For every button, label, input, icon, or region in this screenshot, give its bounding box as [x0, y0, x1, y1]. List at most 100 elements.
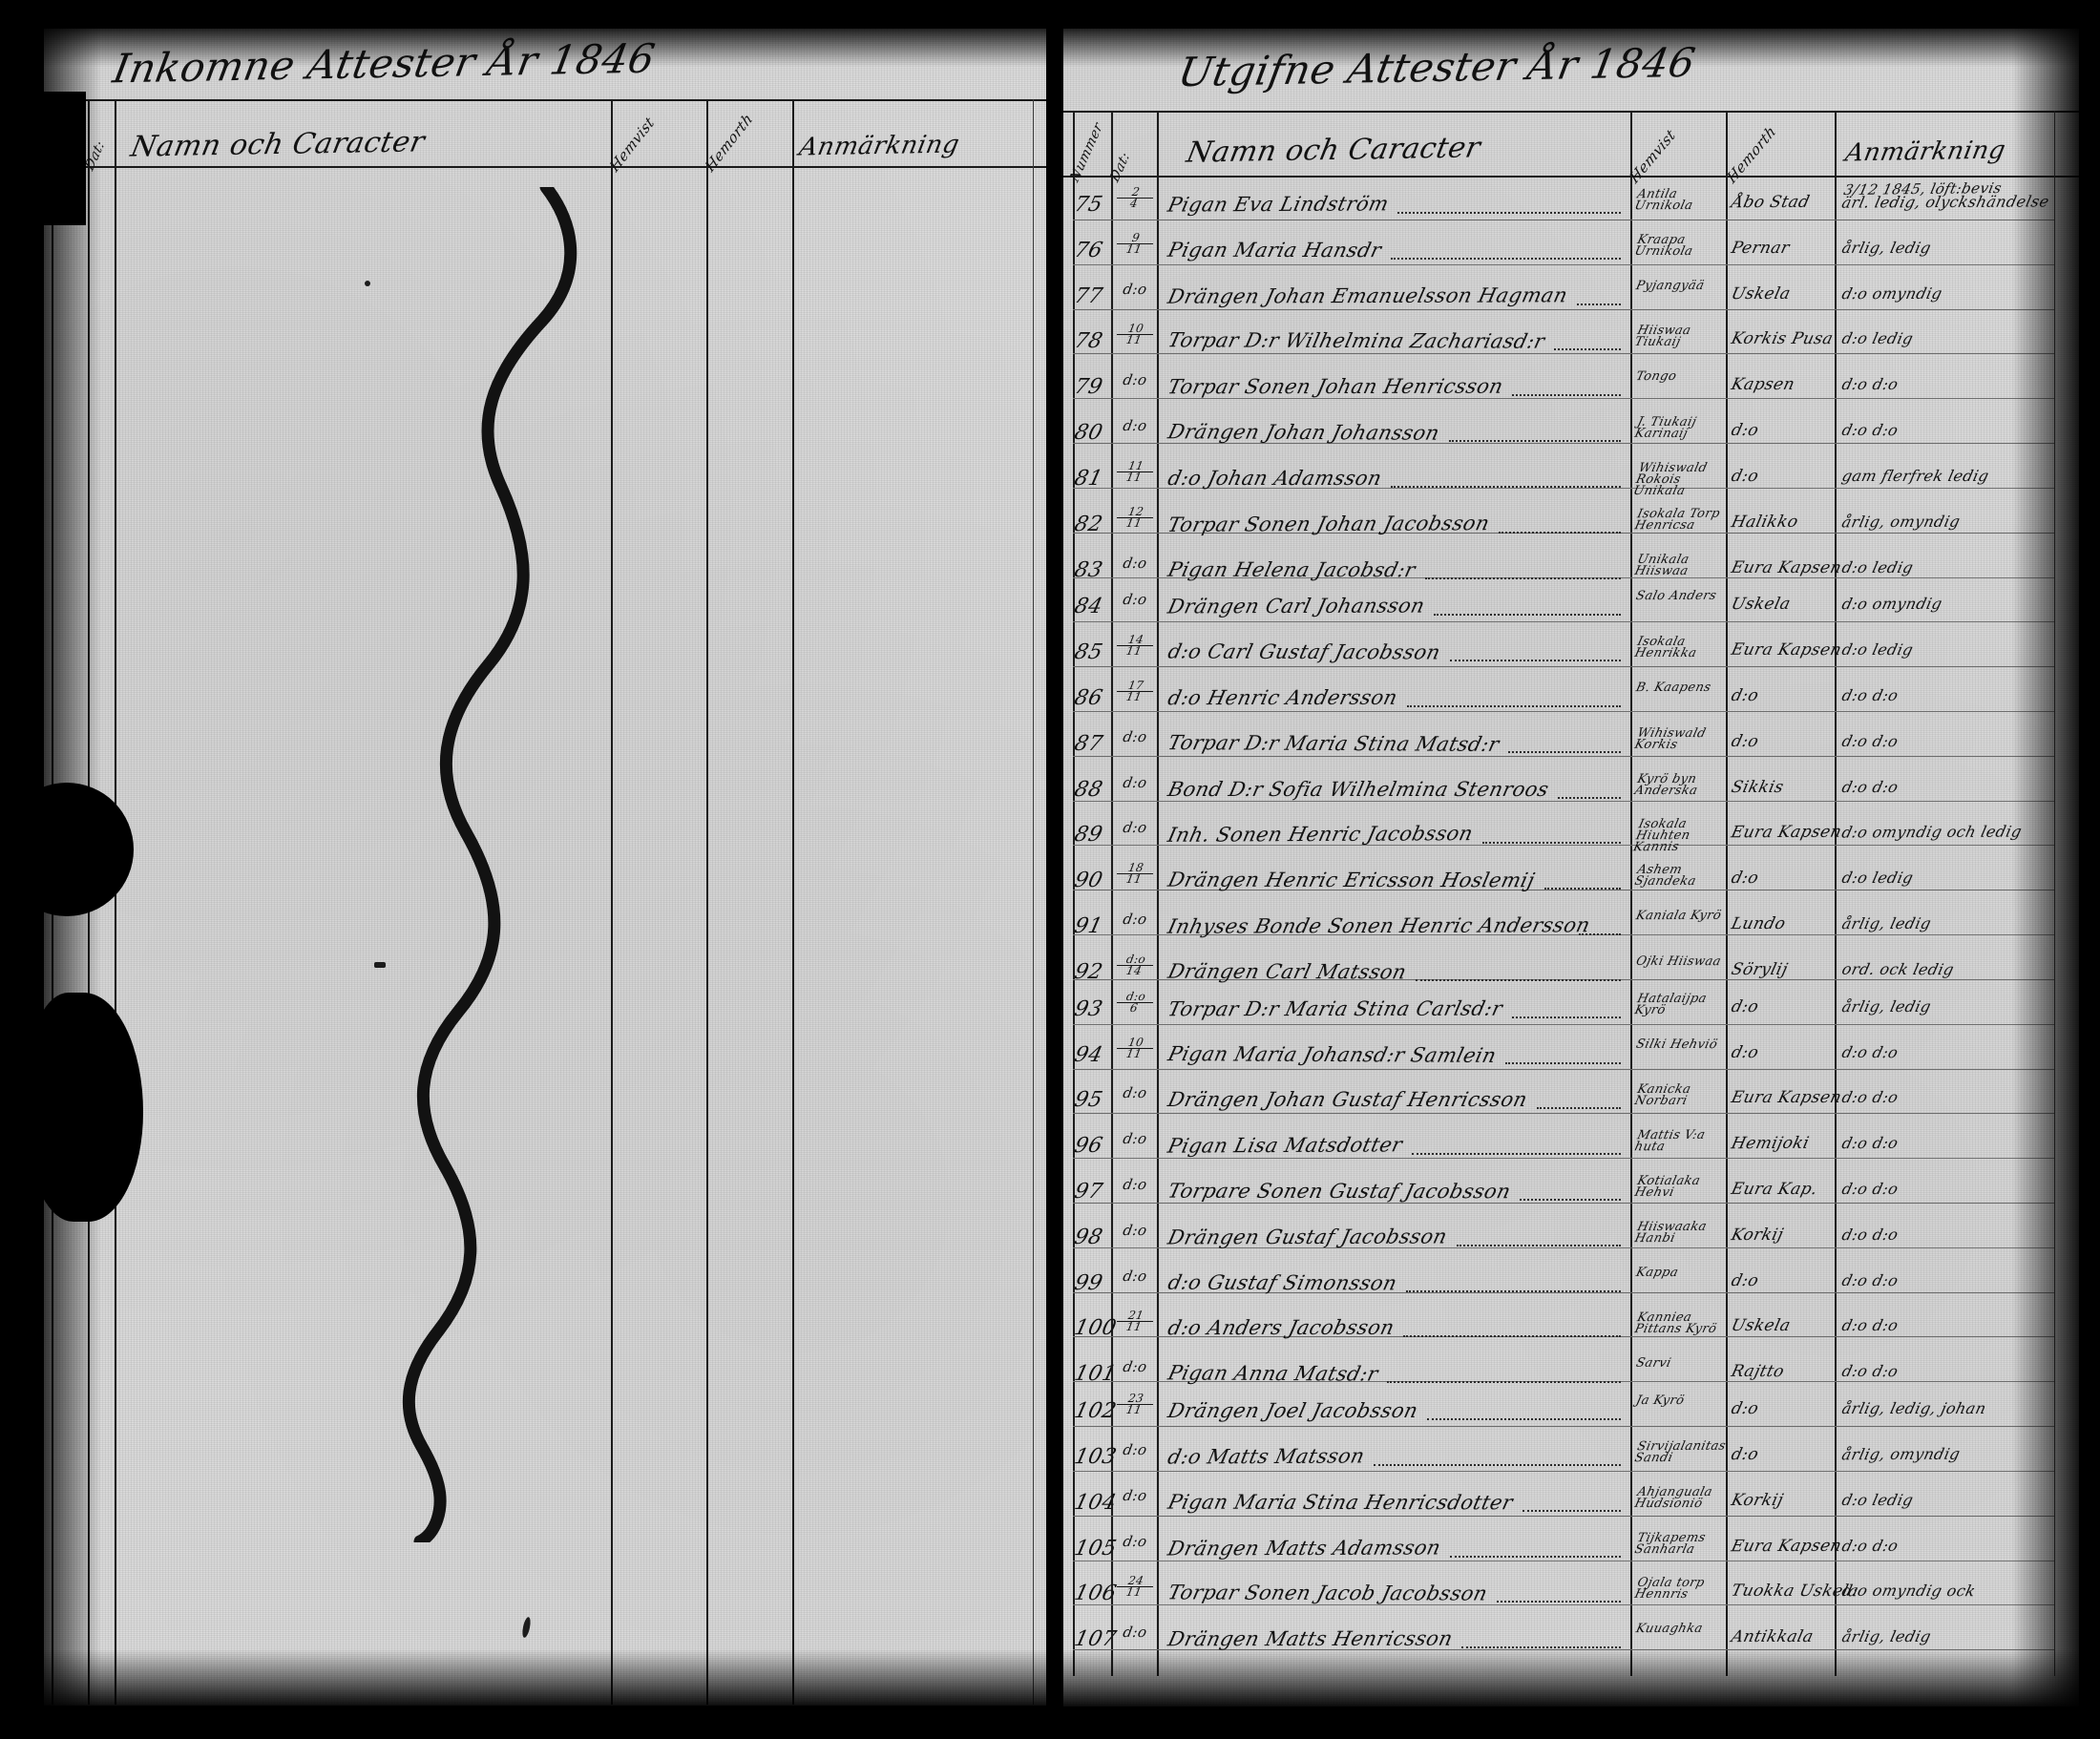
row-anmarkning: d:o d:o: [1839, 1316, 1900, 1335]
row-hemort: Eura Kapsen: [1729, 639, 1844, 660]
row-number: 106: [1072, 1582, 1120, 1606]
row-anmarkning: d:o d:o: [1839, 1042, 1900, 1061]
row-date: d:o: [1122, 591, 1149, 609]
right-colhead-anm: Anmärkning: [1842, 136, 2008, 168]
right-page-title: Utgifne Attester År 1846: [1174, 38, 1699, 96]
left-rule-5: [792, 99, 794, 1705]
row-number: 103: [1072, 1444, 1120, 1470]
paper-grain-left: [31, 25, 1054, 1705]
row-hemvist: J. Tiukaij Karinaij: [1632, 414, 1698, 442]
right-rule-1: [1111, 111, 1113, 1676]
row-number: 96: [1072, 1134, 1105, 1159]
row-name: Pigan Lisa Matsdotter: [1166, 1133, 1405, 1158]
row-number: 104: [1072, 1490, 1120, 1515]
row-rule: [1073, 755, 2054, 757]
row-name: Pigan Maria Stina Henricsdotter: [1166, 1490, 1516, 1515]
row-hemort: d:o: [1729, 1444, 1761, 1464]
row-number: 89: [1072, 823, 1105, 848]
row-leader-dots: [1505, 1061, 1621, 1064]
row-leader-dots: [1450, 660, 1621, 662]
row-name: Pigan Maria Johansd:r Samlein: [1166, 1041, 1500, 1067]
right-colhead-namn: Namn och Caracter: [1184, 131, 1483, 170]
row-leader-dots: [1425, 576, 1621, 579]
row-anmarkning: ärl. ledig, olyckshändelse: [1839, 192, 2051, 212]
row-rule: [1073, 1023, 2054, 1025]
row-name: Pigan Helena Jacobsd:r: [1166, 557, 1418, 581]
row-rule: [1073, 711, 2054, 712]
left-page: Inkomne Attester År 1846 Nummer Dat: Nam…: [31, 25, 1054, 1705]
row-hemort: Antikkala: [1729, 1627, 1816, 1647]
row-hemort: Hemijoki: [1729, 1133, 1812, 1154]
row-number: 81: [1072, 466, 1105, 491]
row-hemort: Åbo Stad: [1729, 192, 1812, 213]
row-hemort: Pernar: [1729, 238, 1792, 258]
right-page: Utgifne Attester År 1846 Nummer Dat: Nam…: [1061, 15, 2083, 1712]
row-hemvist: Isokala Torp Henricsa: [1633, 506, 1722, 533]
row-anmarkning: d:o omyndig: [1839, 595, 1944, 614]
ink-speck: [365, 281, 370, 286]
row-leader-dots: [1512, 1016, 1621, 1018]
row-rule: [1073, 845, 2054, 847]
row-anmarkning: d:o d:o: [1839, 1225, 1900, 1244]
row-leader-dots: [1434, 614, 1621, 617]
row-name: Drängen Joel Jacobsson: [1166, 1399, 1420, 1423]
row-number: 92: [1072, 959, 1105, 984]
row-date: d:o: [1122, 371, 1149, 389]
row-rule: [1073, 1068, 2054, 1070]
row-hemort: Uskela: [1729, 283, 1793, 304]
row-number: 87: [1072, 731, 1105, 756]
row-number: 76: [1072, 238, 1105, 262]
row-hemort: Eura Kapsen: [1729, 1536, 1844, 1556]
row-name: Inhyses Bonde Sonen Henric Andersson: [1166, 913, 1593, 938]
row-leader-dots: [1407, 705, 1621, 707]
row-hemort: d:o: [1729, 869, 1761, 889]
row-leader-dots: [1406, 1289, 1621, 1292]
row-number: 82: [1072, 512, 1105, 536]
row-hemvist: Pyjangyää: [1634, 278, 1706, 293]
row-name: Drängen Johan Johansson: [1166, 420, 1442, 445]
row-name: Drängen Johan Emanuelsson Hagman: [1166, 283, 1570, 308]
row-anmarkning: årlig, ledig: [1839, 1627, 1934, 1646]
row-hemvist: B. Kaapens: [1634, 680, 1712, 696]
left-rule-1: [88, 99, 90, 1705]
row-anmarkning: d:o d:o: [1839, 685, 1900, 705]
row-date: 12 11: [1115, 505, 1156, 530]
row-leader-dots: [1450, 1555, 1621, 1558]
row-date: 14 11: [1115, 633, 1156, 658]
row-hemort: Eura Kapsen: [1729, 1088, 1844, 1108]
row-hemvist: Mattis V:a huta: [1633, 1128, 1707, 1155]
row-number: 105: [1072, 1536, 1120, 1561]
row-name: Drängen Gustaf Jacobsson: [1166, 1225, 1450, 1249]
row-anmarkning: d:o d:o: [1839, 1362, 1900, 1381]
row-hemort: Uskela: [1729, 595, 1793, 615]
right-rule-0: [1073, 111, 1075, 1676]
left-rule-4: [706, 99, 708, 1705]
row-hemvist: Kyrö byn Anderska: [1632, 771, 1699, 798]
row-leader-dots: [1374, 1463, 1621, 1466]
row-leader-dots: [1391, 485, 1621, 488]
row-leader-dots: [1558, 796, 1621, 799]
row-hemvist: Unikala Hiiswaa: [1632, 552, 1691, 578]
row-rule: [1073, 934, 2054, 936]
row-leader-dots: [1544, 888, 1621, 890]
row-rule: [1073, 263, 2054, 265]
row-hemvist: Wihiswald Rokois Unikala: [1631, 460, 1710, 498]
row-number: 95: [1072, 1088, 1105, 1113]
row-anmarkning: d:o ledig: [1839, 329, 1916, 348]
row-anmarkning: d:o d:o: [1839, 1270, 1900, 1289]
row-hemort: Kapsen: [1729, 375, 1797, 395]
ink-speck: [520, 1616, 533, 1639]
row-hemvist: Sirvijalanitas Sandi: [1633, 1438, 1728, 1466]
row-date: d:o: [1122, 1486, 1149, 1504]
row-leader-dots: [1412, 1153, 1621, 1156]
row-name: Pigan Eva Lindström: [1166, 192, 1392, 217]
row-name: Inh. Sonen Henric Jacobsson: [1166, 822, 1476, 848]
row-name: Drängen Carl Johansson: [1166, 594, 1428, 618]
row-name: d:o Anders Jacobsson: [1166, 1316, 1397, 1340]
left-rule-2: [115, 99, 116, 1705]
row-anmarkning: d:o d:o: [1839, 1179, 1900, 1199]
row-hemvist: Hiiswaa Tiukaij: [1632, 324, 1693, 350]
right-header-rule: [1061, 176, 2083, 178]
